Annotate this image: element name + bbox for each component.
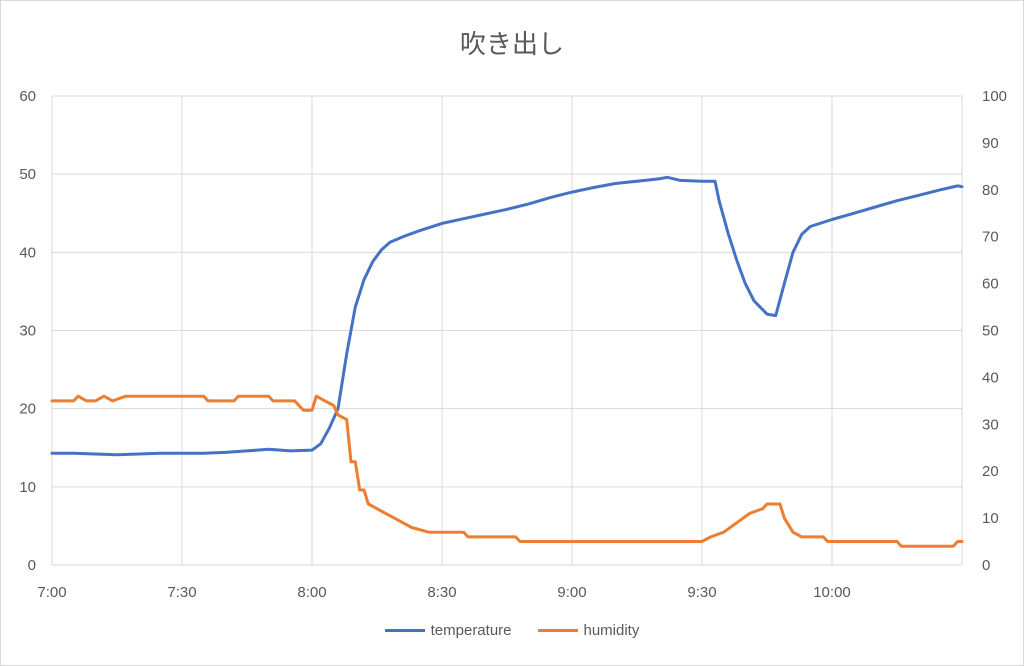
- y-left-tick-label: 10: [19, 479, 36, 496]
- y-right-tick-label: 80: [982, 182, 999, 199]
- legend-swatch-temperature: [384, 629, 425, 632]
- y-right-tick-label: 70: [982, 229, 999, 246]
- y-left-tick-label: 50: [19, 166, 36, 183]
- x-tick-label: 8:30: [427, 584, 456, 601]
- series-line-temperature: [50, 175, 964, 457]
- legend-item-humidity: humidity: [537, 622, 640, 639]
- y-left-tick-label: 0: [28, 557, 36, 574]
- x-tick-label: 10:00: [813, 584, 851, 601]
- y-right-tick-label: 100: [982, 88, 1007, 105]
- y-right-tick-label: 20: [982, 463, 999, 480]
- y-right-tick-label: 90: [982, 135, 999, 152]
- x-tick-label: 9:30: [687, 584, 716, 601]
- y-left-tick-label: 20: [19, 401, 36, 418]
- y-right-tick-label: 30: [982, 416, 999, 433]
- legend-label-temperature: temperature: [430, 622, 512, 639]
- y-right-tick-label: 10: [982, 510, 999, 527]
- x-tick-label: 7:30: [167, 584, 196, 601]
- legend-swatch-humidity: [537, 629, 578, 632]
- legend-item-temperature: temperature: [384, 622, 512, 639]
- y-right-tick-label: 40: [982, 369, 999, 386]
- x-tick-label: 9:00: [557, 584, 586, 601]
- y-right-tick-label: 60: [982, 276, 999, 293]
- legend-label-humidity: humidity: [583, 622, 640, 639]
- y-left-tick-label: 40: [19, 244, 36, 261]
- x-tick-label: 7:00: [37, 584, 66, 601]
- chart-title: 吹き出し: [459, 30, 564, 60]
- y-right-tick-label: 0: [982, 557, 990, 574]
- series-line-humidity: [50, 394, 964, 548]
- y-right-tick-label: 50: [982, 323, 999, 340]
- y-left-tick-label: 30: [19, 323, 36, 340]
- x-tick-label: 8:00: [297, 584, 326, 601]
- legend: temperature humidity: [0, 622, 1024, 639]
- y-left-tick-label: 60: [19, 88, 36, 105]
